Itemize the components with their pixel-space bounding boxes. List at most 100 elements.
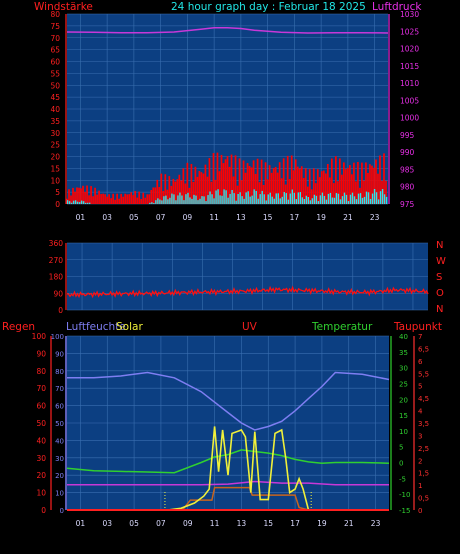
p1-right-tick: 985 <box>400 165 415 174</box>
regen-tick: 60 <box>36 402 46 411</box>
p1-right-tick: 995 <box>400 131 415 140</box>
taupunkt-label: Taupunkt <box>393 321 442 333</box>
p1-left-tick: 55 <box>50 69 60 78</box>
luftfeuchte-tick: 60 <box>55 403 64 411</box>
p3-x-tick: 05 <box>129 519 139 528</box>
regen-tick: 40 <box>36 436 46 445</box>
taupunkt-tick: 1 <box>418 482 422 490</box>
luftfeuchte-tick: 50 <box>55 420 64 428</box>
luftfeuchte-tick: 0 <box>60 507 64 515</box>
temperatur-tick: 35 <box>399 349 408 357</box>
graph-title: 24 hour graph day : Februar 18 2025 <box>171 1 366 13</box>
p2-left-tick: 270 <box>49 256 64 265</box>
temperatur-tick: 5 <box>399 444 403 452</box>
taupunkt-tick: 3 <box>418 432 422 440</box>
taupunkt-tick: 6,5 <box>418 345 429 353</box>
taupunkt-tick: 4 <box>418 408 423 416</box>
luftfeuchte-tick: 70 <box>55 385 64 393</box>
p1-x-tick: 13 <box>236 213 246 222</box>
regen-tick: 50 <box>36 419 46 428</box>
taupunkt-tick: 7 <box>418 333 422 341</box>
windstaerke-label: Windstärke <box>34 1 93 13</box>
temperatur-tick: 20 <box>399 396 408 404</box>
regen-tick: 0 <box>41 506 46 515</box>
direction-label-o: O <box>436 288 444 299</box>
temperature-line <box>66 449 390 474</box>
p1-left-tick: 25 <box>50 141 60 150</box>
p3-x-tick: 13 <box>237 519 247 528</box>
p1-x-tick: 05 <box>129 213 139 222</box>
p1-left-tick: 30 <box>50 129 60 138</box>
p1-left-tick: 35 <box>50 117 60 126</box>
p1-right-tick: 1005 <box>400 96 419 105</box>
regen-tick: 70 <box>36 384 46 393</box>
p2-left-tick: 90 <box>53 289 63 298</box>
p1-x-tick: 03 <box>102 213 112 222</box>
p3-x-tick: 19 <box>317 519 327 528</box>
p3-x-tick: 17 <box>290 519 300 528</box>
luftdruck-label: Luftdruck <box>372 1 422 13</box>
temperatur-tick: 40 <box>399 333 408 341</box>
p1-x-tick: 23 <box>370 213 380 222</box>
taupunkt-tick: 0,5 <box>418 495 429 503</box>
panel1-right-axis: 975 980 985 990 995 1000 1005 1010 1015 1020 1025 1… <box>388 10 419 209</box>
p1-x-tick: 01 <box>76 213 86 222</box>
temperatur-tick: 0 <box>399 460 403 468</box>
taupunkt-tick: 2,5 <box>418 445 429 453</box>
wind-gust-series <box>66 188 388 204</box>
taupunkt-tick: 5,5 <box>418 370 429 378</box>
temperatur-tick: 10 <box>399 428 408 436</box>
p3-x-tick: 01 <box>76 519 86 528</box>
p1-right-tick: 1015 <box>400 62 419 71</box>
temperatur-tick: -15 <box>399 507 410 515</box>
regen-tick: 90 <box>36 349 46 358</box>
p3-x-tick: 21 <box>344 519 354 528</box>
p1-x-tick: 09 <box>183 213 193 222</box>
regen-tick: 30 <box>36 454 46 463</box>
panel1-left-axis: 0 5 10 15 20 25 30 35 40 45 50 55 60 65 70 75 80 <box>50 10 67 209</box>
p1-right-tick: 1025 <box>400 27 419 36</box>
p3-x-tick: 11 <box>210 519 220 528</box>
p3-x-tick: 15 <box>263 519 273 528</box>
regen-tick: 10 <box>36 489 46 498</box>
taupunkt-tick: 6 <box>418 358 423 366</box>
p3-x-tick: 09 <box>183 519 193 528</box>
p1-left-tick: 65 <box>50 46 60 55</box>
luftfeuchte-tick: 10 <box>55 490 64 498</box>
p1-x-tick: 17 <box>290 213 300 222</box>
p1-left-tick: 10 <box>50 176 60 185</box>
p1-right-tick: 990 <box>400 148 415 157</box>
solar-line <box>67 426 389 511</box>
p1-left-tick: 20 <box>50 153 60 162</box>
sunrise-sunset-markers <box>164 492 312 510</box>
direction-label-n: N <box>436 240 443 251</box>
p1-left-tick: 75 <box>50 22 60 31</box>
taupunkt-tick: 0 <box>418 507 422 515</box>
p3-x-tick: 23 <box>371 519 381 528</box>
p1-right-tick: 1030 <box>400 10 419 19</box>
humidity-line <box>67 371 390 431</box>
luftfeuchte-label: Luftfeuchte <box>66 321 126 333</box>
taupunkt-tick: 4,5 <box>418 395 429 403</box>
p1-left-tick: 5 <box>55 188 60 197</box>
p2-left-tick: 0 <box>58 306 63 315</box>
uv-line <box>67 486 389 511</box>
temperatur-tick: 25 <box>399 380 408 388</box>
p1-left-tick: 50 <box>50 81 60 90</box>
dewpoint-line <box>67 480 389 486</box>
solar-label: Solar <box>116 321 143 333</box>
p1-x-tick: 07 <box>156 213 166 222</box>
taupunkt-tick: 2 <box>418 457 422 465</box>
direction-label-s: S <box>436 272 442 283</box>
p1-right-tick: 980 <box>400 183 415 192</box>
p3-x-tick: 07 <box>156 519 166 528</box>
taupunkt-tick: 5 <box>418 383 422 391</box>
luftfeuchte-tick: 80 <box>55 368 64 376</box>
temperatur-tick: 15 <box>399 412 408 420</box>
